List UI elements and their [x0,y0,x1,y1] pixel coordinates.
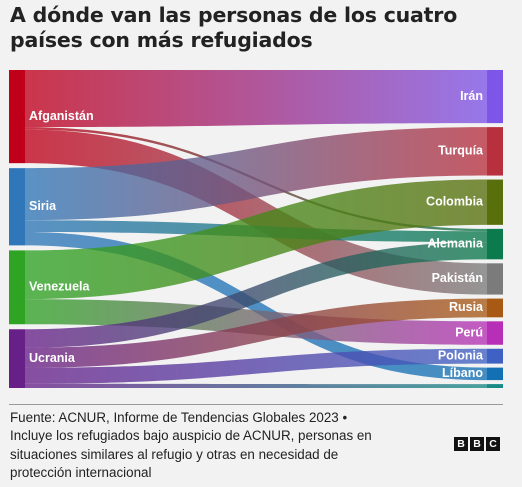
bbc-logo: B B C [454,437,500,451]
bbc-logo-letter-2: B [470,437,484,451]
target-node-otros [487,384,503,388]
target-node-alemania [487,228,503,260]
target-node-turquia [487,127,503,176]
source-label-siria: Siria [29,199,57,213]
target-label-iran: Irán [460,89,483,103]
sankey-labels: Afganistán Siria Venezuela Ucrania Irán Turqu… [29,89,484,380]
flow-ucrania-to-otros [25,383,487,388]
flow-venezuela-to-peru [25,299,487,345]
footer-line-1: Fuente: ACNUR, Informe de Tendencias Glo… [10,410,348,425]
target-label-rusia: Rusia [449,300,484,314]
flow-siria-to-libano [25,231,487,381]
target-label-alemania: Alemania [427,236,484,250]
target-node-libano [487,367,503,381]
target-node-rusia [487,298,503,318]
source-node-afganistan [9,70,25,164]
source-label-afganistan: Afganistán [29,109,94,123]
sankey-nodes [9,70,503,388]
flow-siria-to-turquia [25,127,487,221]
sankey-links [25,70,487,388]
footer-line-3: situaciones similares al refugio y otras… [10,446,339,462]
footer-divider [9,404,503,405]
target-node-iran [487,70,503,124]
target-node-polonia [487,348,503,364]
flow-ucrania-to-rusia [25,298,487,368]
target-label-peru: Perú [455,325,483,339]
target-label-polonia: Polonia [438,348,484,362]
target-node-colombia [487,179,503,225]
bbc-logo-letter-3: C [486,437,500,451]
flow-venezuela-to-colombia [25,179,487,300]
target-label-turquia: Turquía [438,144,484,158]
bbc-logo-letter-1: B [454,437,468,451]
target-label-colombia: Colombia [426,195,484,209]
source-node-venezuela [9,250,25,325]
target-node-peru [487,321,503,345]
flow-afganistan-to-iran [25,70,487,128]
flow-ucrania-to-alemania [25,242,487,348]
source-node-ucrania [9,329,25,388]
footer-line-2: Incluye los refugiados bajo auspicio de … [10,428,372,444]
target-label-pakistan: Pakistán [432,271,483,285]
chart-title: A dónde van las personas de los cuatro p… [10,3,515,53]
flow-ucrania-to-polonia [25,348,487,384]
sankey-diagram: Afganistán Siria Venezuela Ucrania Irán Turqu… [9,70,503,388]
chart-title-line-1: A dónde van las personas de los cuatro [10,3,458,27]
target-node-pakistan [487,263,503,295]
source-label-ucrania: Ucrania [29,351,76,365]
source-node-siria [9,168,25,246]
source-label-venezuela: Venezuela [29,280,90,294]
footer-note: Fuente: ACNUR, Informe de Tendencias Glo… [10,409,440,482]
chart-title-line-2: países con más refugiados [10,28,313,52]
footer-line-4: protección internacional [10,464,152,480]
target-label-libano: Líbano [442,366,483,380]
